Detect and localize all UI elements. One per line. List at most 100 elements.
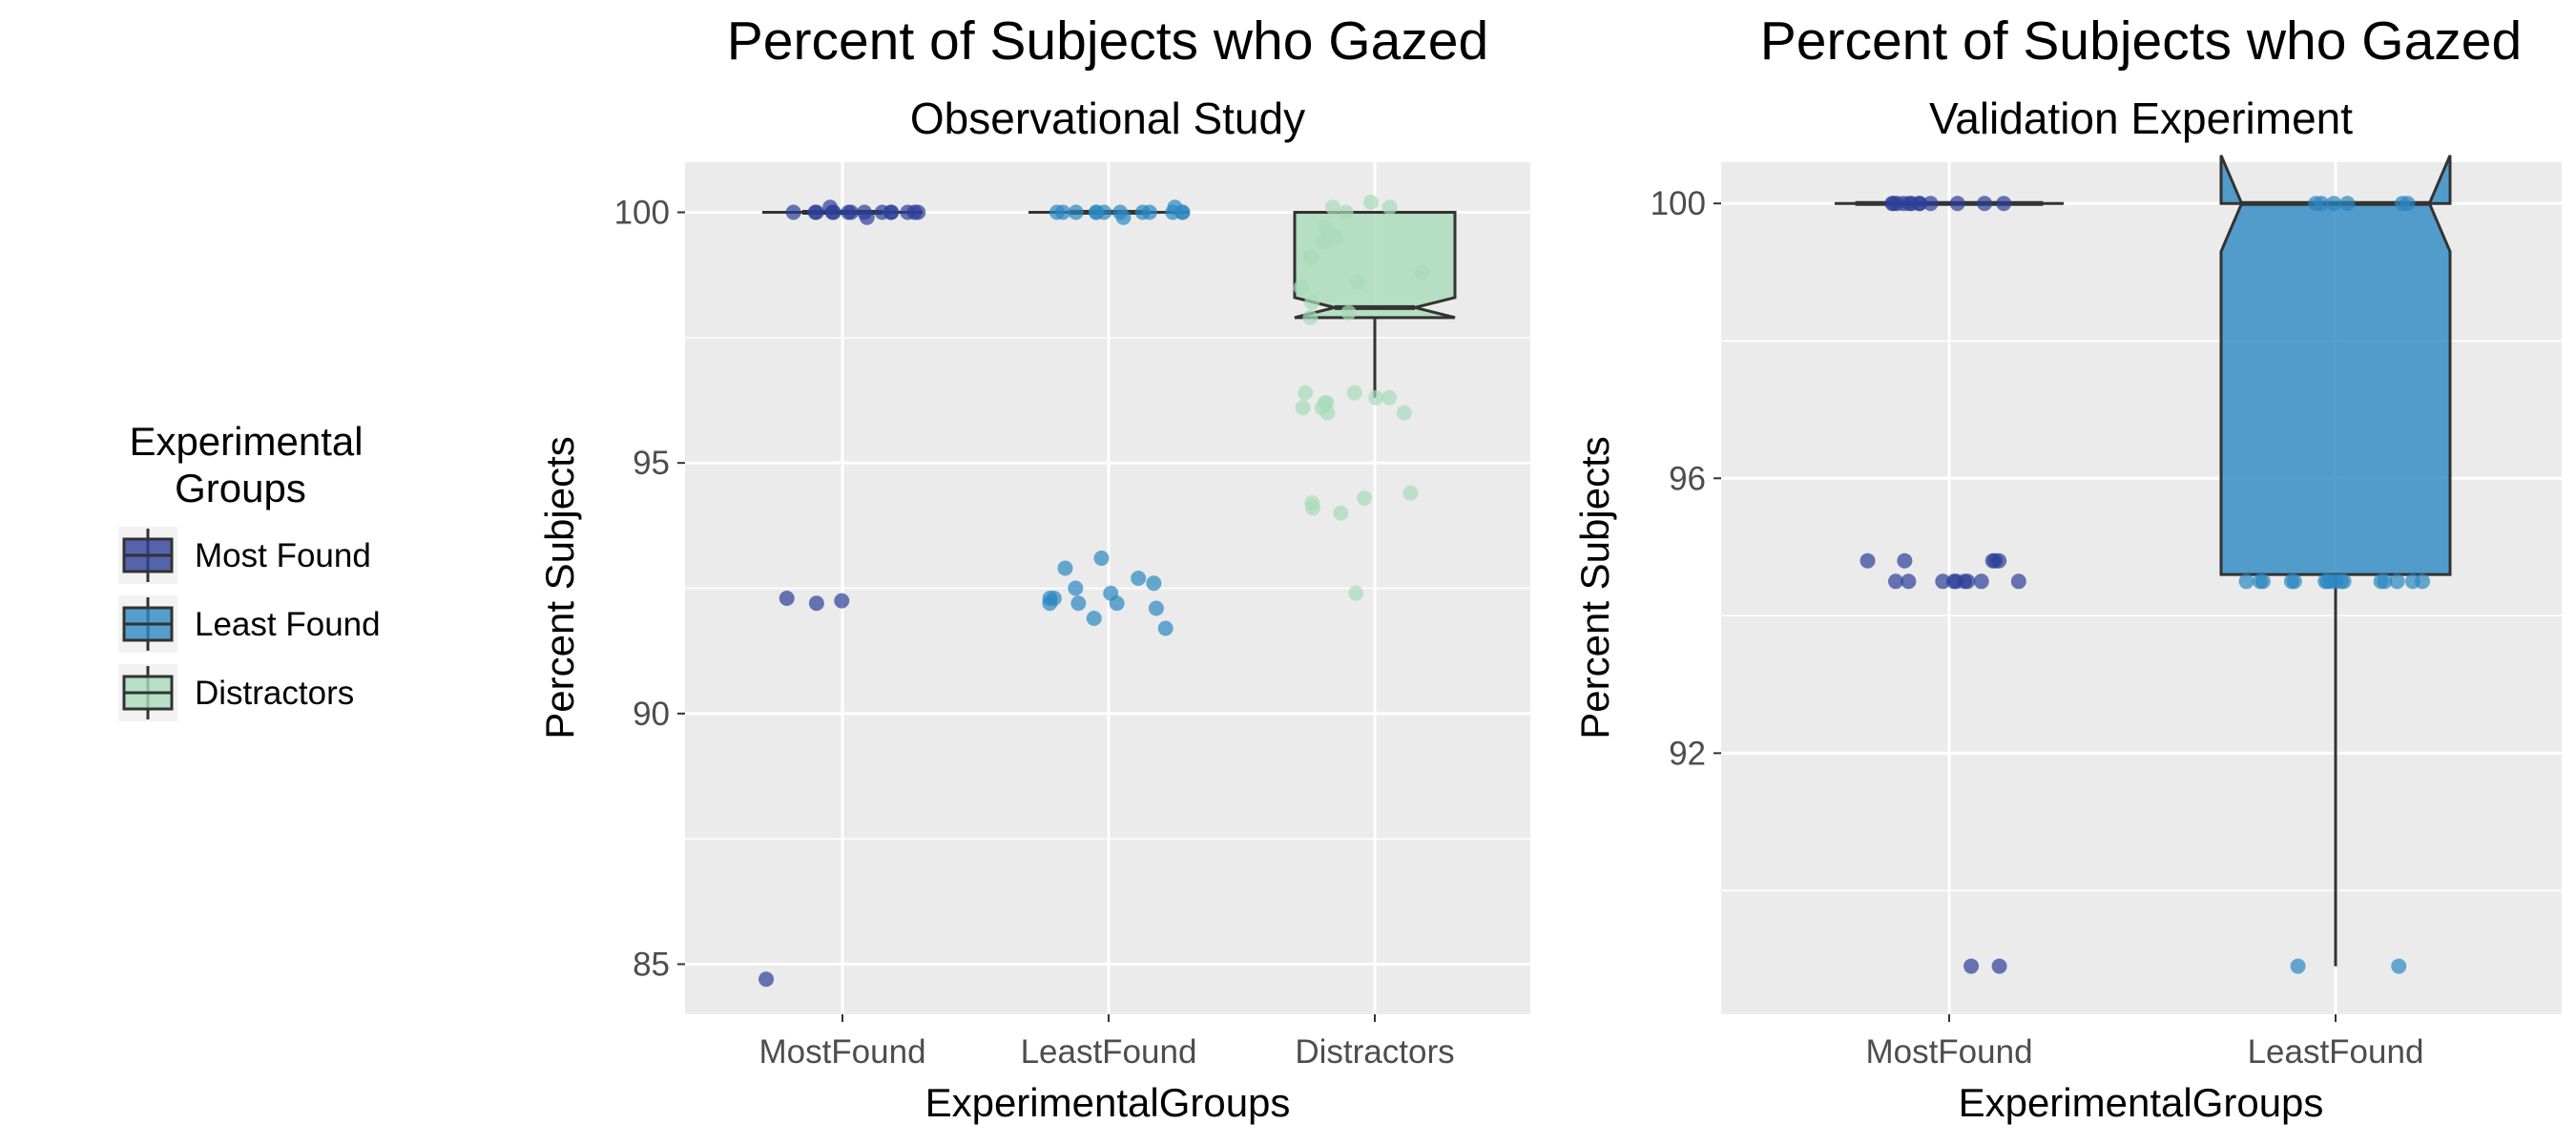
chart-subtitle: Validation Experiment: [1929, 94, 2353, 143]
data-point: [1977, 196, 1993, 212]
data-point: [1414, 264, 1430, 281]
data-point: [1991, 958, 2007, 974]
x-tick-label: MostFound: [758, 1033, 925, 1071]
data-point: [1368, 389, 1384, 406]
data-point: [785, 204, 801, 220]
x-tick-label: LeastFound: [2248, 1033, 2424, 1071]
y-axis-title: Percent Subjects: [1572, 436, 1617, 739]
data-point: [1317, 219, 1333, 236]
y-axis-title: Percent Subjects: [537, 436, 582, 739]
data-point: [1338, 204, 1354, 220]
legend-label: Distractors: [195, 675, 354, 712]
data-point: [1295, 400, 1311, 416]
data-point: [834, 593, 850, 609]
data-point: [1948, 573, 1964, 590]
data-point: [1146, 575, 1162, 592]
x-tick-label: MostFound: [1865, 1033, 2032, 1071]
y-tick-label: 95: [633, 445, 670, 482]
data-point: [1884, 196, 1901, 212]
data-point: [1381, 199, 1398, 216]
panel-validation: Percent of Subjects who Gazed Validation…: [1572, 10, 2562, 1125]
data-point: [1346, 385, 1362, 401]
data-point: [758, 971, 775, 988]
data-point: [1327, 229, 1343, 245]
data-point: [874, 204, 890, 220]
data-point: [2010, 573, 2026, 590]
x-axis-title: ExperimentalGroups: [1959, 1080, 2324, 1125]
data-point: [1402, 485, 1419, 501]
data-point: [1912, 196, 1928, 212]
data-point: [1901, 573, 1917, 590]
data-point: [1304, 295, 1320, 311]
data-point: [1922, 196, 1939, 212]
data-point: [1991, 552, 2007, 569]
data-point: [1319, 395, 1335, 411]
data-point: [2314, 196, 2330, 212]
data-point: [1141, 204, 1157, 220]
data-point: [1293, 280, 1309, 296]
data-point: [1357, 489, 1373, 506]
x-tick-label: Distractors: [1295, 1033, 1454, 1071]
data-point: [1887, 573, 1903, 590]
data-point: [1362, 195, 1379, 211]
data-point: [1157, 620, 1174, 636]
data-point: [900, 204, 916, 220]
data-point: [1302, 309, 1319, 325]
data-point: [822, 199, 839, 216]
data-point: [2290, 958, 2306, 974]
data-point: [1963, 958, 1980, 974]
legend-label: Most Found: [195, 537, 371, 574]
data-point: [1131, 570, 1147, 586]
data-point: [1381, 389, 1398, 406]
data-point: [1935, 573, 1951, 590]
data-point: [1324, 199, 1340, 216]
data-point: [842, 204, 859, 220]
legend: Experimental Groups Most Found Least Foun…: [118, 419, 381, 721]
y-tick-label: 90: [633, 696, 670, 733]
data-point: [1115, 209, 1132, 225]
data-point: [1897, 552, 1913, 569]
data-point: [1340, 304, 1357, 321]
data-point: [1333, 505, 1349, 521]
data-point: [2339, 196, 2356, 212]
box-LeastFound: [2219, 155, 2452, 576]
data-point: [1298, 385, 1314, 401]
chart-subtitle: Observational Study: [910, 94, 1305, 143]
data-point: [1305, 500, 1321, 516]
data-point: [1057, 560, 1073, 576]
data-point: [1070, 595, 1087, 612]
data-point: [2238, 573, 2254, 590]
data-point: [2389, 573, 2405, 590]
chart-title: Percent of Subjects who Gazed: [1760, 10, 2522, 72]
data-point: [1109, 595, 1125, 612]
data-point: [1303, 249, 1319, 265]
data-point: [779, 591, 795, 607]
data-point: [1042, 591, 1058, 607]
legend-title-line1: Experimental: [129, 419, 363, 464]
x-tick-label: LeastFound: [1021, 1033, 1197, 1071]
data-point: [2254, 573, 2271, 590]
x-axis-title: ExperimentalGroups: [925, 1080, 1291, 1125]
data-point: [1148, 600, 1164, 616]
panel-observational: Percent of Subjects who Gazed Observatio…: [537, 10, 1530, 1125]
data-point: [1348, 585, 1364, 601]
legend-label: Least Found: [195, 606, 381, 643]
data-point: [1093, 550, 1110, 566]
data-point: [2319, 573, 2336, 590]
y-tick-label: 100: [1651, 185, 1706, 222]
data-point: [1996, 196, 2012, 212]
data-point: [1167, 199, 1183, 216]
data-point: [807, 204, 823, 220]
data-point: [2283, 573, 2299, 590]
data-point: [1055, 204, 1071, 220]
data-point: [1068, 204, 1084, 220]
data-point: [2373, 573, 2389, 590]
data-point: [1350, 275, 1366, 291]
data-point: [808, 595, 824, 612]
data-point: [1973, 573, 1989, 590]
data-point: [1096, 204, 1112, 220]
data-point: [1859, 552, 1876, 569]
data-point: [1960, 573, 1976, 590]
data-point: [1949, 196, 1965, 212]
